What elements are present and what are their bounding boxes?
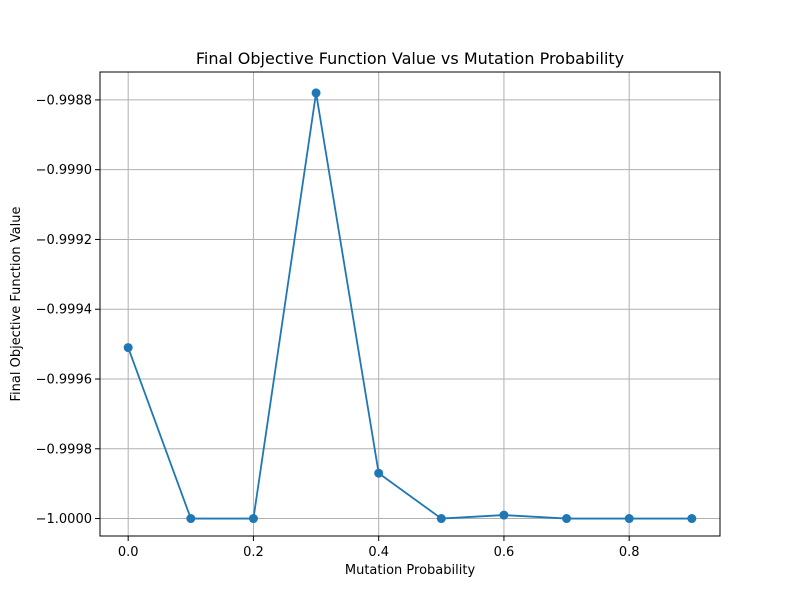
y-tick-label: −0.9996 xyxy=(36,373,92,388)
data-point xyxy=(248,514,258,524)
y-tick-label: −0.9990 xyxy=(36,163,92,178)
x-tick-label: 0.4 xyxy=(368,545,389,560)
x-axis-title: Mutation Probability xyxy=(345,563,476,578)
y-tick-label: −1.0000 xyxy=(36,512,92,527)
x-tick-label: 0.0 xyxy=(118,545,139,560)
y-tick-label: −0.9988 xyxy=(36,93,92,108)
y-tick-label: −0.9998 xyxy=(36,442,92,457)
plot-frame xyxy=(99,71,721,537)
x-tick-label: 0.2 xyxy=(243,545,264,560)
y-tick-label: −0.9994 xyxy=(36,303,92,318)
x-tick-label: 0.6 xyxy=(494,545,515,560)
data-point xyxy=(562,514,572,524)
y-axis-title: Final Objective Function Value xyxy=(9,207,24,402)
data-point xyxy=(624,514,634,524)
data-point xyxy=(499,510,509,520)
y-tick-label: −0.9992 xyxy=(36,233,92,248)
chart-title: Final Objective Function Value vs Mutati… xyxy=(196,49,624,68)
data-point xyxy=(436,514,446,524)
data-point xyxy=(311,88,321,98)
data-point xyxy=(186,514,196,524)
x-tick-label: 0.8 xyxy=(619,545,640,560)
data-point xyxy=(123,343,133,353)
x-axis-ticks: 0.0 0.2 0.4 0.6 0.8 xyxy=(118,536,640,560)
series-line xyxy=(127,92,692,520)
y-axis-ticks: −0.9988 −0.9990 −0.9992 −0.9994 −0.9996 −0.99… xyxy=(36,93,100,527)
series-layer xyxy=(123,88,697,524)
data-point xyxy=(374,468,384,478)
data-point xyxy=(687,514,697,524)
